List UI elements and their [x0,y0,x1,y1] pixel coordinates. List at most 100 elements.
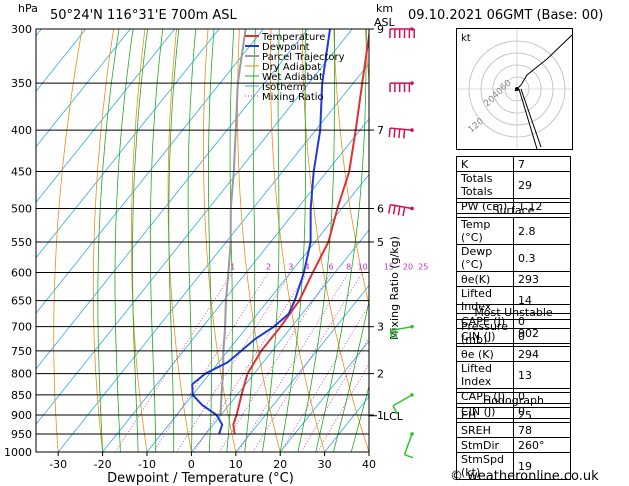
wind-barb-flag [392,205,396,215]
wind-barb [392,393,414,415]
dry-adiabat-line [397,29,455,452]
legend-item: Wet Adiabat [262,72,323,83]
dewpoint-line [191,29,331,435]
wet-adiabat-line [168,29,180,452]
legend [245,35,259,97]
index-label: Temp (°C) [456,217,514,245]
pressure-tick-label: 600 [11,267,32,280]
index-label: θe(K) [456,271,514,287]
wind-barb-flag [403,129,406,139]
table-row: Pressure (mb) 902 [456,319,571,347]
isotherm-line [36,29,220,259]
pressure-tick-label: 400 [11,124,32,137]
pressure-tick-label: 350 [11,77,32,90]
km-tick-label: 2 [377,368,384,381]
legend-item: Mixing Ratio [262,92,324,103]
index-value: 19 [513,452,571,480]
km-tick-label: 3 [377,321,384,334]
isotherm-line [36,29,175,203]
mixing-ratio-line [280,304,369,452]
most-unstable-title: Most Unstable [456,304,571,320]
isotherm-line [146,173,369,452]
wind-barb-staff [390,203,413,210]
wind-barb-flag [393,128,396,138]
legend-item: Dewpoint [262,42,310,53]
isotherm-line [57,62,369,452]
index-value: 902 [513,319,571,347]
index-label: EH [456,407,514,423]
wind-barb-flag [397,206,401,216]
km-tick-label: 1 [377,409,384,422]
wind-barb-base [410,27,414,31]
mixing-ratio-label: 4 [305,263,310,272]
isotherm-line [191,229,369,452]
isotherm-line [36,29,353,425]
wind-barb-base [410,393,414,397]
wind-barb-flag [392,405,399,415]
wind-barb-base [410,324,414,329]
isotherm-line [235,284,369,452]
wind-barb-flag [404,453,414,459]
index-value: 7 [513,156,571,172]
index-label: K [456,156,514,172]
wind-barb-flag [394,329,398,339]
legend-item: Temperature [261,32,325,43]
table-row: SREH 78 [456,422,571,438]
mixing-ratio-label: 1 [230,263,235,272]
index-label: Totals Totals [456,171,514,199]
mixing-ratio-label: 6 [329,263,334,272]
skewt-chart: 3003504004505005506006507007508008509009… [4,23,455,486]
table-row: Dewp (°C) 0.3 [456,244,571,272]
mixing-ratio-label: 3 [288,263,293,272]
x-tick-label: 10 [229,458,243,471]
index-value: 25 [513,407,571,423]
legend-item: Isotherm [262,82,306,93]
wind-barb [389,324,414,340]
pressure-tick-label: 650 [11,295,32,308]
wind-barb-flag [388,128,391,138]
wet-adiabat-line [333,299,369,452]
pressure-tick-label: 950 [11,428,32,441]
mixing-ratio-label: 15 [384,263,394,272]
wind-barb-flag [398,128,401,139]
index-value: 294 [513,346,571,362]
plot-frame [35,28,370,453]
isotherm-line [36,29,309,370]
plot-area [36,29,455,452]
table-row: EH 25 [456,407,571,423]
index-label: SREH [456,422,514,438]
index-value: 13 [513,361,571,389]
wind-barb-staff [390,325,413,332]
isotherm-line [102,118,369,452]
wind-barb-base [410,81,414,85]
pressure-tick-label: 850 [11,389,32,402]
km-tick-label: 5 [377,236,384,249]
hodograph-panel: kt 20 40 60 120 [456,28,573,150]
index-value: 2.8 [513,217,571,245]
index-label: Dewp (°C) [456,244,514,272]
hodograph-storm-motion [518,88,542,150]
table-row: Totals Totals 29 [456,171,571,199]
wind-barb [403,432,414,459]
wind-barb-base [410,432,414,436]
dry-adiabat-line [428,29,455,452]
mixing-ratio-label: 2 [266,263,271,272]
km-label: km [376,2,394,15]
index-value: 78 [513,422,571,438]
wind-barb-staff [403,433,413,455]
table-row: Lifted Index 13 [456,361,571,389]
wind-barb-base [410,206,414,211]
hodograph-table: Hodograph EH 25 SREH 78 StmDir 260° StmSpd … [456,392,571,480]
index-label: θe (K) [456,346,514,362]
pressure-tick-label: 1000 [4,446,32,459]
mixing-ratio-line [193,272,308,452]
dry-adiabat-line [131,29,148,452]
copyright: © weatheronline.co.uk [450,469,599,484]
km-tick-label: 9 [377,23,384,36]
wind-barb-staff [392,394,413,407]
asl-label: ASL [374,16,395,29]
wind-barb-flag [389,330,393,340]
x-tick-label: -10 [138,458,156,471]
x-axis-label: Dewpoint / Temperature (°C) [107,471,294,486]
